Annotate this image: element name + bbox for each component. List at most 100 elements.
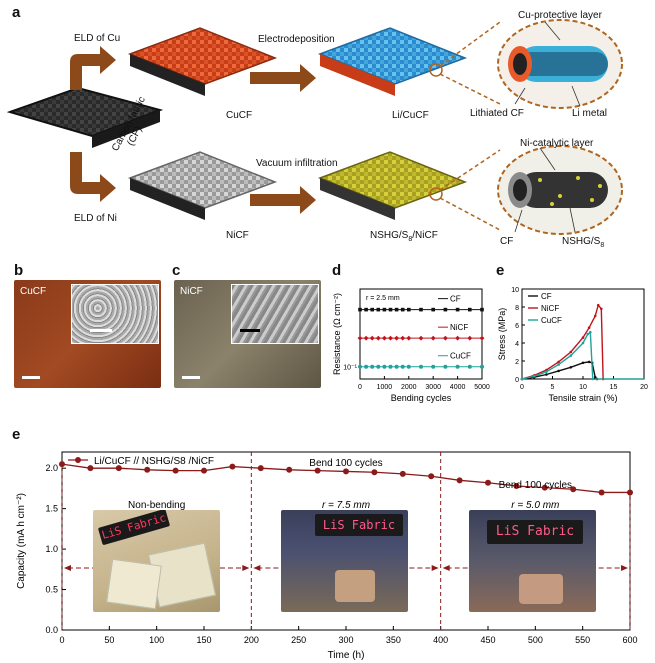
arrow-head: [253, 565, 261, 571]
y-tick-label: 0.5: [45, 585, 58, 595]
data-point: [314, 467, 321, 474]
data-point: [513, 482, 520, 489]
plot-frame: [359, 288, 483, 380]
x-tick-label: 0: [59, 635, 64, 645]
led-text: LiS Fabric: [100, 511, 168, 542]
data-point: [229, 463, 236, 470]
data-point: [591, 377, 595, 381]
label-nshg-s8-nicf: NSHG/S8/NiCF: [370, 230, 438, 243]
data-point: [370, 364, 375, 369]
arrow-head: [442, 565, 450, 571]
x-tick-label: 550: [575, 635, 590, 645]
data-point: [545, 373, 548, 376]
label-nshg-s8: NSHG/S8: [562, 236, 605, 249]
cucf-photo-label: CuCF: [20, 286, 47, 297]
data-point: [593, 314, 597, 318]
annotation-radius: r = 2.5 mm: [366, 295, 400, 302]
y-tick-label: 2.0: [45, 463, 58, 473]
data-point: [443, 335, 448, 341]
x-axis-label: Bending cycles: [391, 393, 452, 403]
annotation-bend-2: Bend 100 cycles: [499, 480, 572, 491]
annotation-radius-2: r = 5.0 mm: [511, 500, 559, 511]
series-line-cf: [521, 361, 598, 380]
data-point: [455, 364, 460, 369]
legend-label-cucf: CuCF: [541, 316, 562, 325]
data-point: [479, 335, 485, 341]
x-tick-label: 250: [291, 635, 306, 645]
x-tick-label: 0: [520, 384, 524, 391]
led-display: LiS Fabric: [315, 514, 403, 536]
data-point: [418, 335, 424, 341]
y-axis-label: Capacity (mA h cm⁻²): [16, 493, 27, 589]
y-axis-label: Resistance (Ω cm⁻²): [332, 293, 342, 375]
data-point: [541, 484, 548, 491]
data-point: [532, 375, 536, 378]
data-point: [593, 375, 597, 379]
data-point: [627, 489, 633, 496]
x-tick-label: 2000: [401, 384, 417, 391]
data-point: [407, 307, 411, 312]
fabric-cell: [106, 558, 162, 610]
x-tick-label: 450: [480, 635, 495, 645]
x-axis-label: Tensile strain (%): [548, 393, 617, 403]
y-tick-label: 10: [511, 287, 519, 294]
label-vacuum-infiltration: Vacuum infiltration: [256, 158, 338, 169]
y-tick-label: 8: [515, 305, 519, 312]
data-point: [394, 307, 399, 312]
data-point: [569, 366, 573, 369]
label-cf-zoom: CF: [500, 236, 514, 247]
label-li-metal: Li metal: [572, 108, 608, 119]
x-tick-label: 350: [386, 635, 401, 645]
y-tick-label: 1.0: [45, 544, 58, 554]
ni-zoom-ellipse: [497, 145, 623, 235]
chart-capacity: 0 50 100 150 200 250 300 350 400 450 500 550 600 0.0 0…: [16, 451, 638, 661]
legend-label-nicf: NiCF: [450, 323, 468, 332]
cucf-photo: CuCF: [14, 280, 161, 388]
y-tick-label: 6: [515, 323, 519, 330]
data-point: [115, 465, 122, 472]
data-point: [388, 307, 393, 312]
label-li-cucf: Li/CuCF: [392, 110, 429, 121]
data-point: [557, 363, 560, 366]
data-point: [364, 364, 369, 369]
x-tick-label: 50: [104, 635, 114, 645]
led-display: LiS Fabric: [97, 510, 171, 546]
data-point: [364, 307, 368, 312]
data-point: [455, 335, 460, 341]
data-point: [400, 364, 405, 369]
led-display: LiS Fabric: [487, 520, 583, 544]
data-point: [586, 332, 590, 336]
data-point: [581, 361, 585, 365]
data-point: [371, 469, 378, 476]
data-point: [59, 461, 65, 468]
eld-arrows: [70, 46, 316, 214]
x-tick-label: 20: [640, 384, 648, 391]
bending-rod: [335, 570, 375, 602]
arrow-head: [242, 565, 250, 571]
data-point: [468, 307, 472, 312]
inset-photo-bend-50: LiS Fabric: [469, 510, 596, 612]
data-point: [431, 307, 435, 312]
label-eld-cu: ELD of Cu: [74, 33, 121, 44]
x-tick-label: 1000: [377, 384, 393, 391]
data-point: [400, 335, 406, 341]
x-tick-label: 3000: [425, 384, 441, 391]
legend-label-nicf: NiCF: [541, 304, 559, 313]
legend-label-cf: CF: [541, 292, 552, 301]
data-point: [431, 364, 436, 369]
data-point: [358, 364, 362, 369]
arrow-head: [64, 565, 71, 571]
schematic-diagram: [6, 19, 623, 235]
data-point: [467, 335, 473, 341]
data-point: [376, 364, 381, 369]
scale-bar: [22, 376, 40, 379]
data-point: [201, 467, 207, 474]
data-point: [406, 364, 411, 369]
data-point: [587, 326, 591, 329]
data-point: [376, 307, 381, 312]
data-point: [467, 364, 472, 369]
y-axis-label: Stress (MPa): [497, 308, 507, 361]
data-point: [363, 335, 369, 341]
x-tick-label: 300: [338, 635, 353, 645]
x-tick-label: 400: [433, 635, 448, 645]
